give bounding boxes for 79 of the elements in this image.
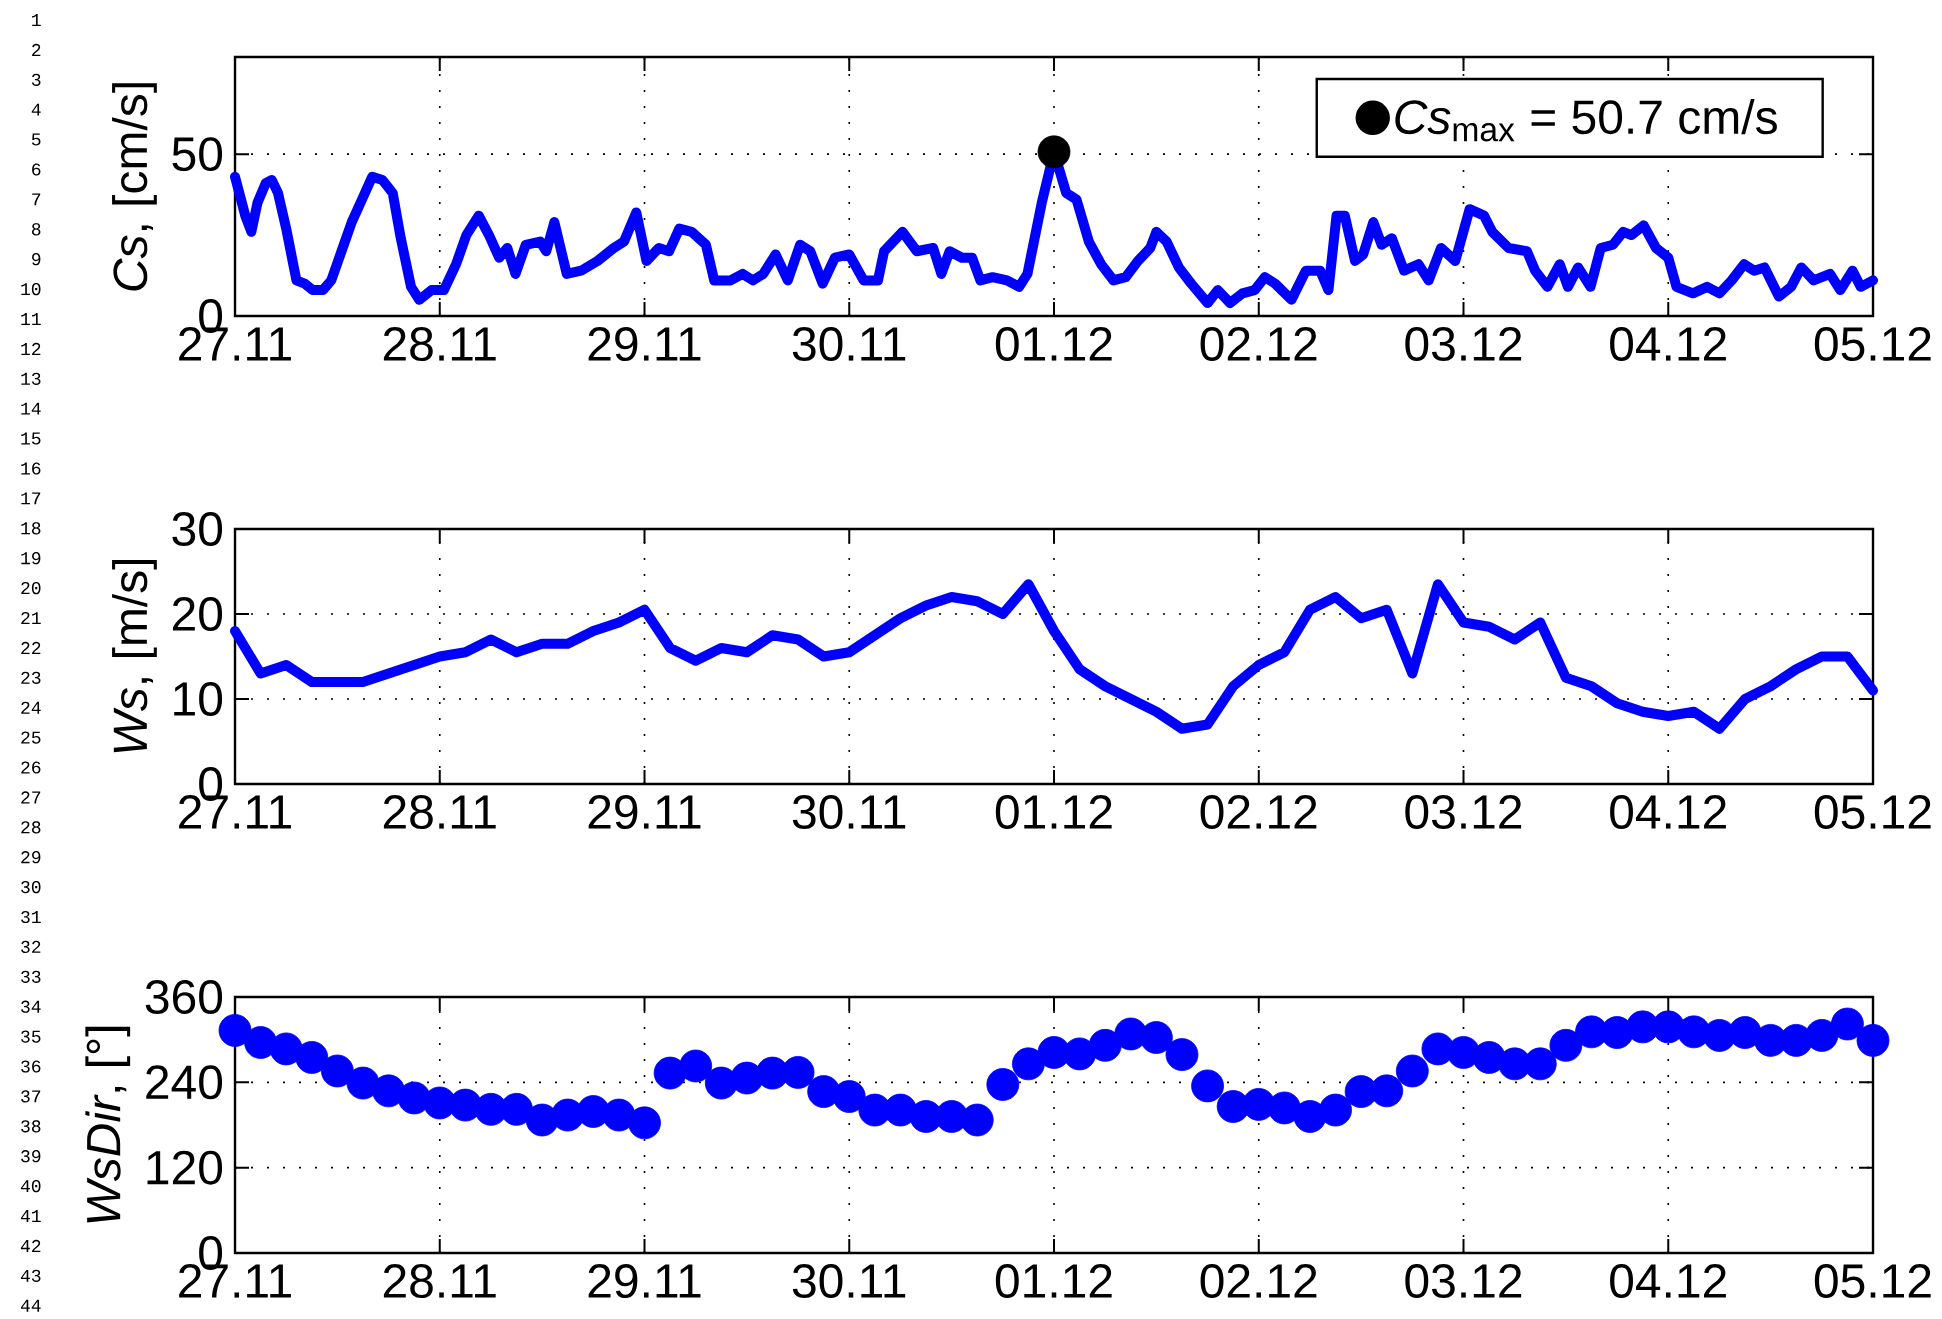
text: 33 [21, 970, 41, 983]
text: 3 [31, 73, 41, 86]
text: 19 [21, 552, 41, 565]
x-tick-label: 29.11 [588, 1264, 701, 1299]
y-tick-label: 20 [172, 597, 223, 631]
text: 2 [32, 43, 41, 56]
y-tick-label: 10 [174, 682, 223, 716]
x-tick-label: 30.11 [792, 1264, 906, 1299]
x-tick-label: 29.11 [588, 327, 701, 362]
legend-label: Cs$_{max}$ = 50.7 cm/s [1395, 98, 1777, 142]
text: 36 [21, 1060, 41, 1073]
text: 32 [21, 940, 41, 954]
x-tick-label: 04.12 [1610, 327, 1726, 362]
text: 21 [21, 611, 41, 625]
text: 1 [32, 14, 41, 26]
text: 41 [20, 1210, 41, 1222]
text: 13 [21, 372, 41, 385]
text: 23 [21, 671, 41, 684]
x-tick-label: 30.11 [792, 327, 906, 362]
x-tick-label: 03.12 [1405, 327, 1522, 362]
text: 6 [32, 163, 41, 176]
x-tick-label: 01.12 [995, 327, 1112, 362]
x-tick-label: 02.12 [1200, 327, 1317, 362]
text: 4 [31, 103, 41, 116]
text: 10 [21, 282, 41, 296]
text: 43 [20, 1269, 41, 1282]
y-tick-label: 360 [145, 980, 223, 1014]
x-tick-label: 03.12 [1405, 1264, 1522, 1299]
y-tick-label: 240 [146, 1065, 223, 1100]
text: 8 [31, 223, 41, 236]
text: 15 [21, 432, 41, 445]
text: 24 [21, 701, 41, 714]
text: 12 [21, 342, 41, 355]
x-tick-label: 05.12 [1814, 1264, 1931, 1299]
y-axis-title: WsDir, [°] [85, 1026, 131, 1223]
x-tick-label: 02.12 [1200, 795, 1317, 830]
text: 9 [32, 253, 41, 266]
text: 20 [21, 581, 41, 595]
text: 5 [31, 133, 41, 146]
y-axis-title: Cs, [cm/s] [112, 83, 157, 291]
text: 25 [21, 731, 41, 744]
x-tick-label: 03.12 [1405, 795, 1522, 830]
y-tick-label: 50 [172, 137, 223, 172]
x-tick-label: 28.11 [383, 327, 496, 362]
y-axis-title: Ws, [m/s] [112, 559, 157, 753]
x-tick-label: 05.12 [1814, 795, 1931, 830]
x-tick-label: 28.11 [383, 1264, 496, 1299]
text: 28 [21, 821, 41, 834]
x-tick-label: 01.12 [995, 795, 1112, 830]
y-tick-label: 120 [147, 1150, 223, 1185]
x-tick-label: 04.12 [1610, 1264, 1726, 1299]
x-tick-label: 05.12 [1814, 327, 1931, 362]
text: 34 [21, 1000, 41, 1013]
text: 11 [21, 313, 41, 325]
x-tick-label: 02.12 [1200, 1264, 1317, 1299]
x-tick-label: 04.12 [1610, 795, 1726, 830]
text: 44 [20, 1299, 41, 1312]
text: 14 [21, 402, 41, 415]
text: 18 [21, 522, 41, 535]
text: 38 [21, 1120, 41, 1133]
text: 7 [32, 193, 41, 206]
text: 22 [21, 641, 41, 654]
text: 29 [21, 851, 41, 864]
text: 35 [21, 1030, 41, 1043]
text: 42 [20, 1239, 41, 1252]
text: 37 [21, 1090, 41, 1103]
text: 30 [21, 880, 41, 894]
y-tick-label: 30 [172, 512, 223, 546]
x-tick-label: 30.11 [792, 795, 906, 830]
x-tick-label: 29.11 [588, 795, 701, 830]
x-tick-label: 28.11 [383, 795, 496, 830]
text: 40 [20, 1179, 41, 1193]
x-tick-label: 01.12 [995, 1264, 1112, 1299]
text: 27 [21, 791, 41, 804]
text: 31 [21, 910, 41, 924]
text: 26 [21, 761, 41, 774]
text: 16 [21, 462, 41, 475]
text: 17 [21, 492, 41, 505]
text: 39 [21, 1150, 41, 1163]
